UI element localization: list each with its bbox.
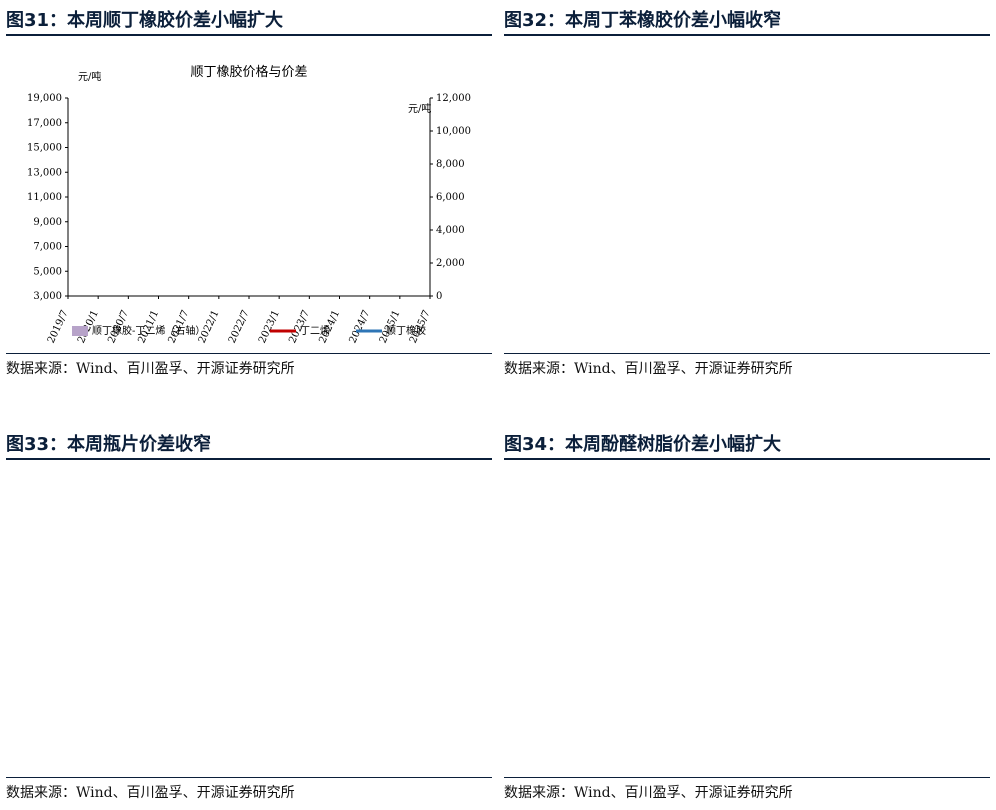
source-rule <box>504 353 990 354</box>
right-tick-label: 8,000 <box>436 159 465 170</box>
source-text: 数据来源：Wind、百川盈孚、开源证券研究所 <box>6 785 295 801</box>
heading-rule <box>6 458 492 460</box>
source-rule <box>504 777 990 778</box>
figure-heading: 图33：本周瓶片价差收窄 <box>6 434 212 455</box>
x-tick-label: 2023/1 <box>257 309 282 346</box>
legend-label: 顺丁橡胶 <box>386 324 426 337</box>
chart-title: 顺丁橡胶价格与价差 <box>190 64 307 80</box>
legend-label: 顺丁橡胶-丁二烯（右轴） <box>92 324 205 337</box>
left-tick-label: 19,000 <box>27 93 62 104</box>
heading-rule <box>6 34 492 36</box>
source-text: 数据来源：Wind、百川盈孚、开源证券研究所 <box>504 785 793 801</box>
heading-rule <box>504 34 990 36</box>
x-tick-label: 2022/7 <box>227 309 252 346</box>
figure-34: 图34：本周酚醛树脂价差小幅扩大 数据来源：Wind、百川盈孚、开源证券研究所 <box>504 430 990 810</box>
left-tick-label: 9,000 <box>33 217 62 228</box>
chart-svg: 顺丁橡胶价格与价差 元/吨 元/吨 3,000 5,000 7,000 9,000 11… <box>27 64 471 345</box>
left-tick-label: 13,000 <box>27 167 62 178</box>
figure-heading: 图32：本周丁苯橡胶价差小幅收窄 <box>504 10 782 31</box>
x-tick-label: 2024/7 <box>348 309 373 346</box>
source-text: 数据来源：Wind、百川盈孚、开源证券研究所 <box>6 361 295 377</box>
x-tick-label: 2019/7 <box>46 309 71 346</box>
right-tick-label: 2,000 <box>436 258 465 269</box>
legend-swatch <box>72 326 88 336</box>
right-tick-label: 4,000 <box>436 225 465 236</box>
left-tick-label: 7,000 <box>33 242 62 253</box>
right-tick-label: 10,000 <box>436 126 471 137</box>
legend: 顺丁橡胶-丁二烯（右轴） 丁二烯 顺丁橡胶 <box>72 324 426 337</box>
axes: 3,000 5,000 7,000 9,000 11,000 13,000 15,000 17… <box>27 93 471 345</box>
figure-heading: 图31：本周顺丁橡胶价差小幅扩大 <box>6 10 284 31</box>
figure-32: 图32：本周丁苯橡胶价差小幅收窄 数据来源：Wind、百川盈孚、开源证券研究所 <box>504 6 990 386</box>
right-tick-label: 6,000 <box>436 192 465 203</box>
chart-panel: 顺丁橡胶价格与价差 元/吨 元/吨 3,000 5,000 7,000 9,000 11… <box>6 38 492 346</box>
chart-panel <box>6 462 492 770</box>
legend-label: 丁二烯 <box>300 324 330 337</box>
source-rule <box>6 777 492 778</box>
right-tick-label: 0 <box>436 291 442 302</box>
source-rule <box>6 353 492 354</box>
figure-heading: 图34：本周酚醛树脂价差小幅扩大 <box>504 434 782 455</box>
right-unit: 元/吨 <box>408 102 431 115</box>
chart-panel <box>504 38 990 346</box>
left-tick-label: 17,000 <box>27 118 62 129</box>
left-tick-label: 5,000 <box>33 266 62 277</box>
left-tick-label: 3,000 <box>33 291 62 302</box>
left-tick-label: 15,000 <box>27 143 62 154</box>
figure-33: 图33：本周瓶片价差收窄 数据来源：Wind、百川盈孚、开源证券研究所 <box>6 430 492 810</box>
chart-panel <box>504 462 990 770</box>
figure-31: 图31：本周顺丁橡胶价差小幅扩大 顺丁橡胶价格与价差 元/吨 元/吨 3,000… <box>6 6 492 386</box>
left-tick-label: 11,000 <box>27 192 62 203</box>
left-unit: 元/吨 <box>78 70 101 83</box>
heading-rule <box>504 458 990 460</box>
source-text: 数据来源：Wind、百川盈孚、开源证券研究所 <box>504 361 793 377</box>
right-tick-label: 12,000 <box>436 93 471 104</box>
